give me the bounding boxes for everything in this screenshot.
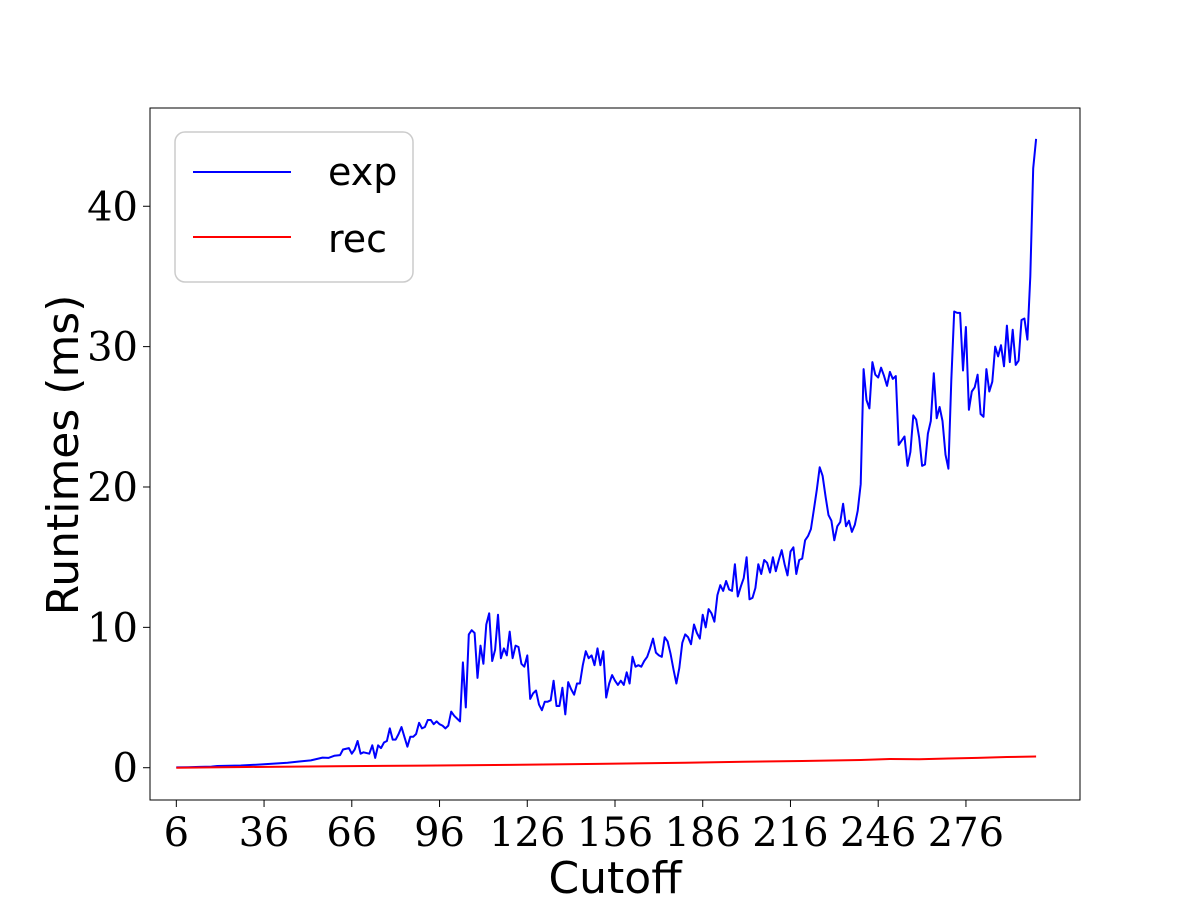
y-axis-label: Runtimes (ms): [38, 295, 89, 616]
y-tick-label: 0: [113, 746, 138, 792]
x-axis-ticks: 6 36 66 96 126 156 186 216 246 276: [164, 800, 1004, 856]
y-tick-label: 20: [87, 465, 138, 511]
series-line-exp: [176, 138, 1038, 769]
y-tick-label: 30: [87, 325, 138, 371]
y-tick-label: 40: [87, 184, 138, 230]
x-tick-label: 186: [665, 810, 741, 856]
x-tick-label: 216: [752, 810, 828, 856]
x-tick-label: 126: [489, 810, 565, 856]
x-tick-label: 276: [928, 810, 1004, 856]
y-axis-ticks: 0 10 20 30 40: [87, 184, 150, 792]
series-line-rec: [176, 755, 1037, 769]
legend-label-exp: exp: [328, 150, 397, 194]
y-tick-label: 10: [87, 605, 138, 651]
x-tick-label: 6: [164, 810, 189, 856]
x-tick-label: 96: [414, 810, 465, 856]
x-tick-label: 66: [326, 810, 377, 856]
x-axis-label: Cutoff: [548, 853, 683, 900]
legend: exp rec: [174, 131, 414, 283]
series-group: [176, 138, 1038, 769]
legend-box: [174, 131, 414, 283]
x-tick-label: 36: [239, 810, 290, 856]
legend-label-rec: rec: [328, 217, 387, 261]
x-tick-label: 156: [577, 810, 653, 856]
x-tick-label: 246: [840, 810, 916, 856]
